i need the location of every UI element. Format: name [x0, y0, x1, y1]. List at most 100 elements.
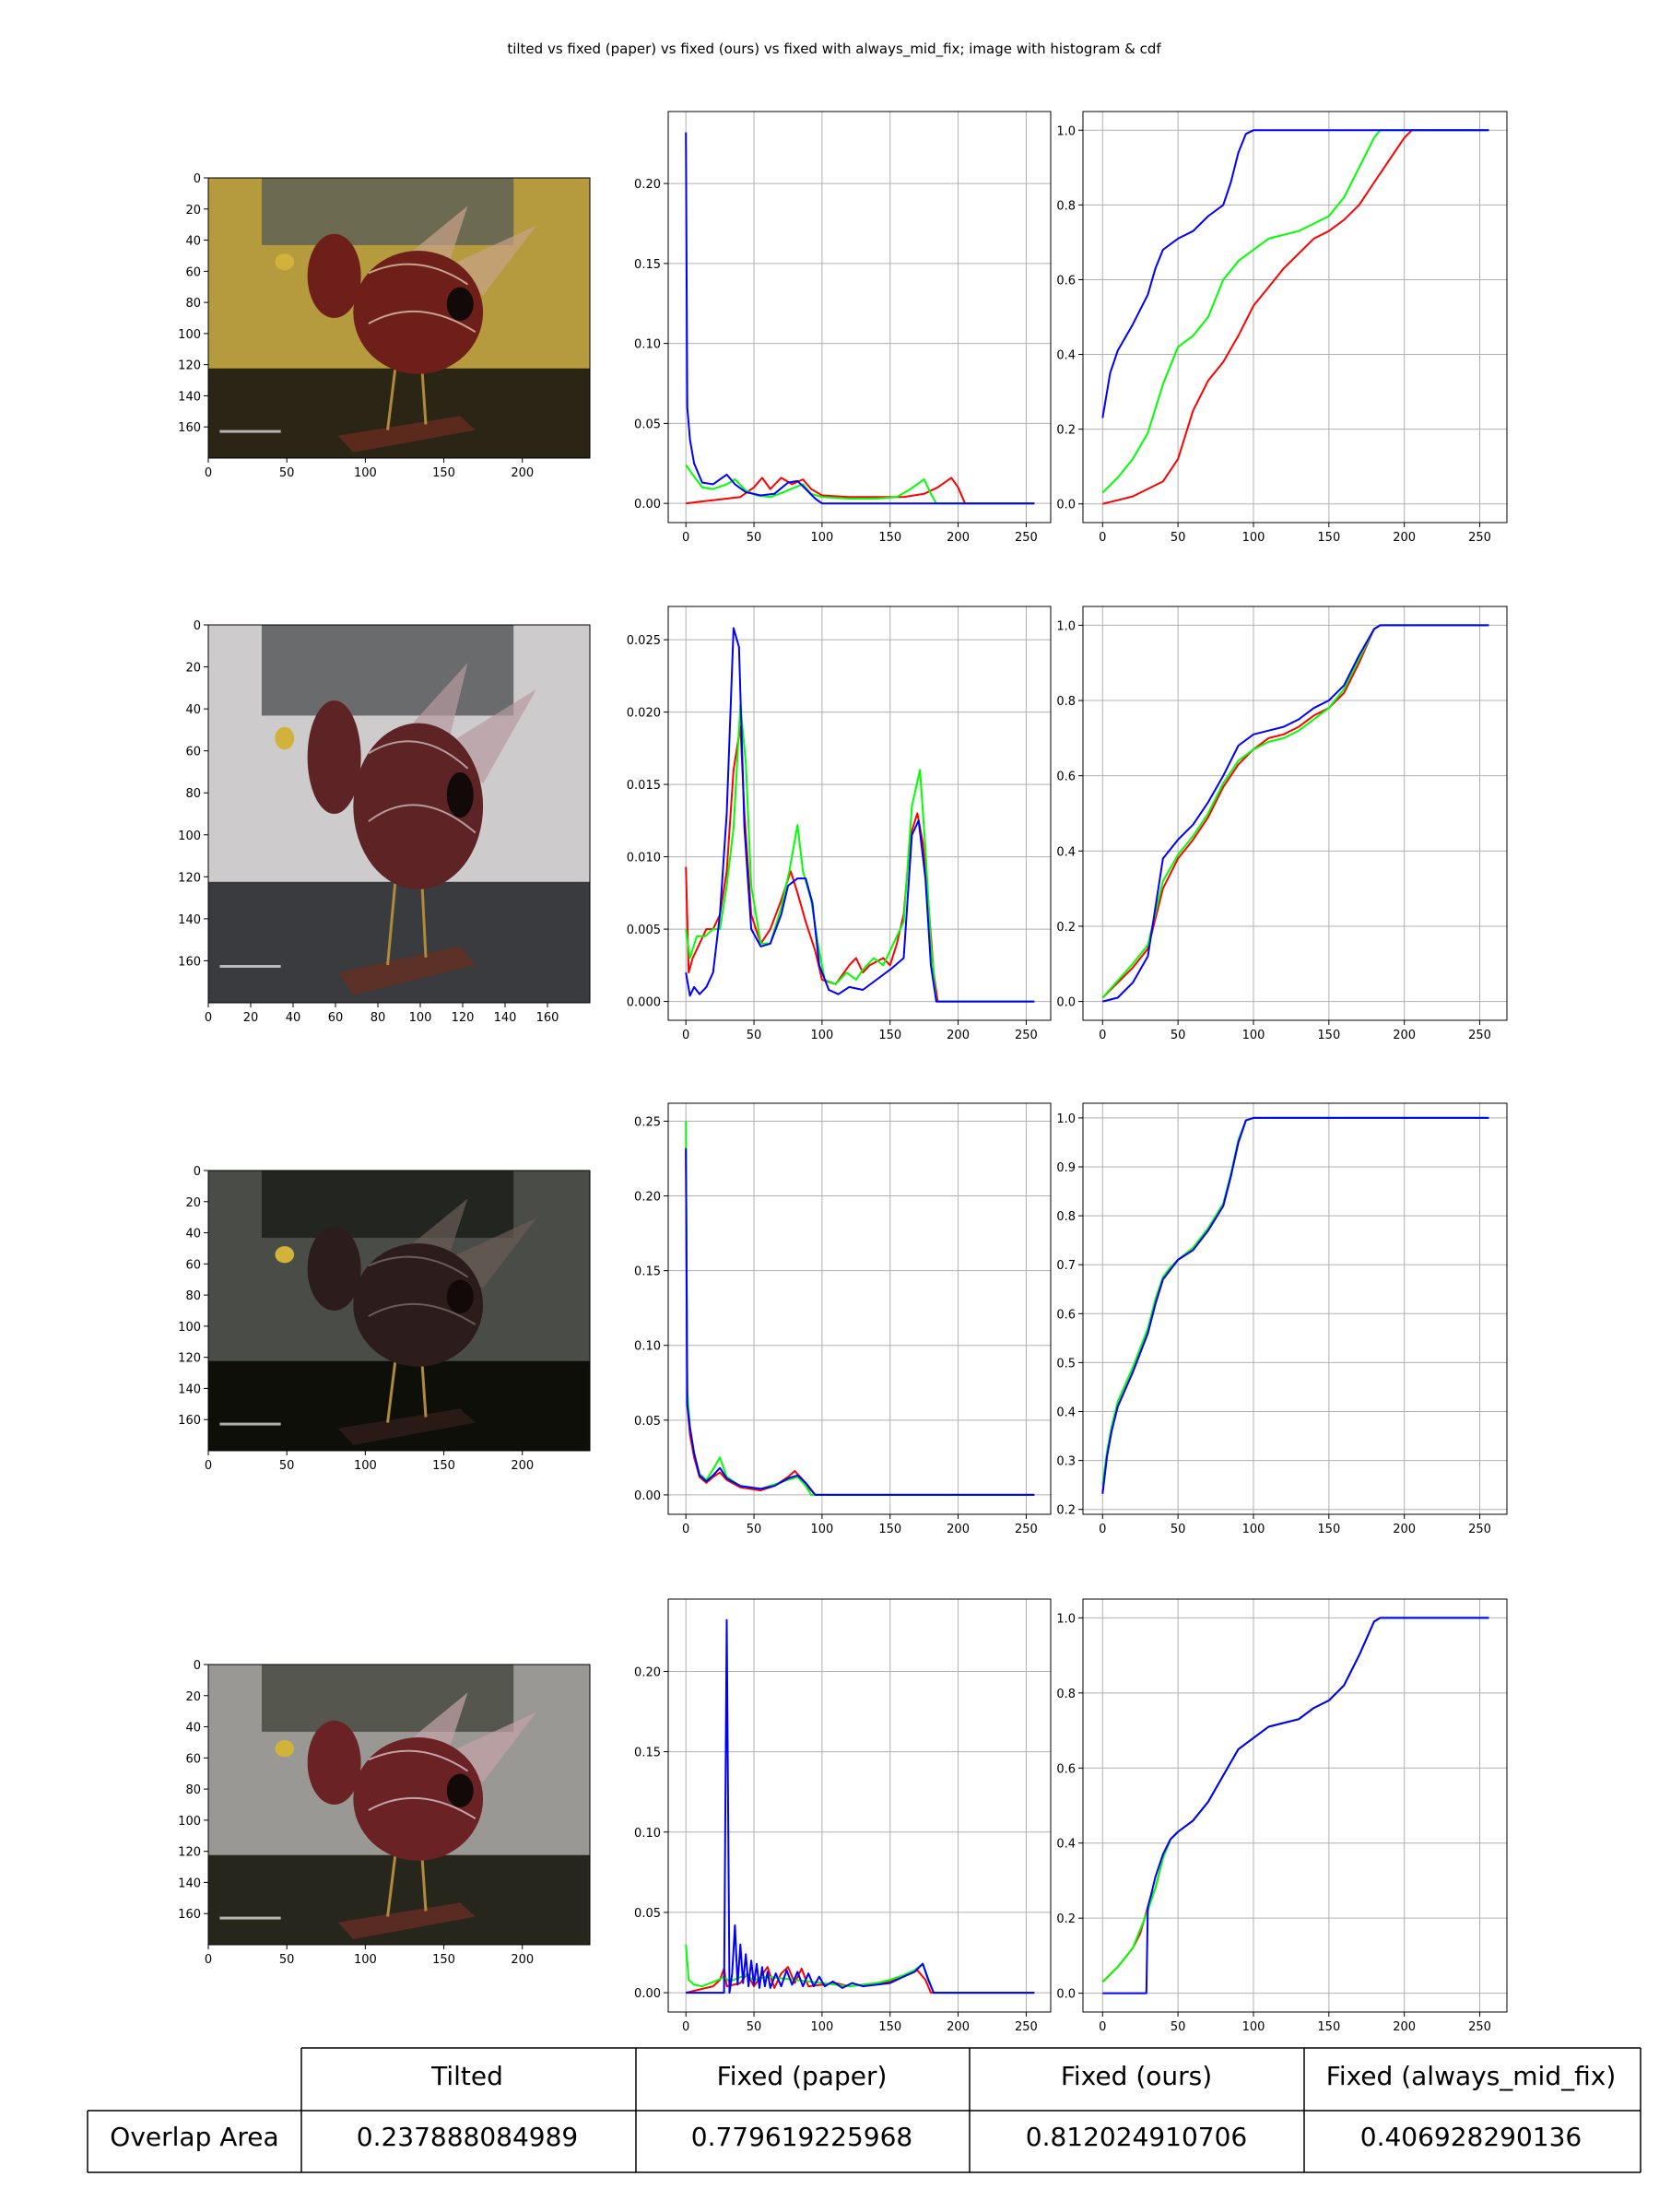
tick-label: 50	[279, 1953, 295, 1967]
tick-label: 100	[354, 466, 377, 480]
tick-label: 120	[178, 1846, 201, 1860]
image-panel-1: 0 50 100 150 200 0 20 40 60 80 100 120 140 160	[178, 172, 591, 480]
series-group	[1101, 1617, 1489, 1994]
tick-label: 200	[1393, 2020, 1416, 2034]
tick-label: 0	[1099, 2020, 1106, 2034]
photo-leg	[386, 1360, 397, 1423]
tick-label: 200	[1393, 1029, 1416, 1042]
tick-label: 50	[747, 2020, 762, 2034]
tick-label: 100	[810, 531, 833, 545]
photo-neck	[307, 1226, 361, 1311]
tick-label: 250	[1015, 2020, 1038, 2034]
tick-label: 0.2	[1056, 1912, 1076, 1926]
photo-hole	[446, 287, 474, 322]
tick-label: 150	[1317, 2020, 1340, 2034]
series-group	[1101, 624, 1489, 1003]
tick-label: 0.005	[627, 924, 661, 937]
image-frame	[207, 1170, 591, 1452]
tick-label: 150	[432, 466, 455, 480]
tick-label: 80	[185, 1783, 201, 1797]
tick-label: 250	[1468, 2020, 1491, 2034]
tick-label: 20	[243, 1011, 259, 1025]
series-blue	[1101, 129, 1489, 418]
tick-label: 0.2	[1056, 424, 1076, 438]
tick-label: 0.000	[627, 996, 661, 1010]
photo-neck	[307, 700, 361, 814]
series-blue	[685, 627, 1035, 1003]
photo-label-strip	[219, 1422, 281, 1426]
series-red	[686, 477, 1035, 505]
tick-label: 80	[371, 1011, 386, 1025]
tick-label: 0	[205, 1011, 212, 1025]
series-green	[685, 464, 1035, 505]
table-value-fixed-ours: 0.812024910706	[1026, 2122, 1248, 2152]
image-panel-2: 0 20 40 60 80 100 120 140 160 0 20 40 60 80 100 120 140 1…	[178, 619, 591, 1025]
tick-label: 0.05	[634, 418, 661, 431]
tick-label: 40	[185, 1228, 201, 1241]
tick-label: 0	[682, 1029, 689, 1042]
tick-label: 0.15	[634, 1265, 661, 1279]
tick-label: 0	[682, 531, 689, 545]
tick-label: 0.0	[1056, 499, 1076, 512]
photo-carving	[368, 263, 469, 286]
tick-label: 160	[178, 421, 201, 435]
series-green	[1101, 129, 1489, 494]
photo-eye	[275, 1246, 295, 1264]
photo-neck	[307, 1720, 361, 1805]
table-row-label: Overlap Area	[110, 2122, 278, 2152]
tick-label: 150	[878, 2020, 901, 2034]
tick-label: 80	[185, 297, 201, 311]
tick-label: 0.0	[1056, 996, 1076, 1010]
photo-leg	[386, 368, 397, 430]
tick-label: 120	[178, 1352, 201, 1366]
photo-hole	[446, 771, 474, 818]
photo-floor	[208, 881, 590, 1003]
figure-title: tilted vs fixed (paper) vs fixed (ours) …	[507, 41, 1161, 58]
photo-eye	[275, 253, 295, 271]
series-group	[1101, 129, 1489, 505]
cdf-panel-2: 0 50 100 150 200 250 0.0 0.2 0.4 0.6 0.8 1.0	[1056, 606, 1508, 1042]
tick-label: 200	[947, 531, 970, 545]
photo-carving	[368, 1302, 477, 1326]
plot-frame	[667, 606, 1052, 1021]
tick-label: 200	[511, 466, 534, 480]
cdf-panel-4: 0 50 100 150 200 250 0.0 0.2 0.4 0.6 0.8 1.0	[1056, 1598, 1508, 2034]
photo-stand	[337, 1408, 476, 1445]
series-group	[685, 132, 1035, 505]
tick-label: 140	[178, 1877, 201, 1890]
tick-label: 150	[878, 1523, 901, 1536]
tick-label: 0.10	[634, 1827, 661, 1841]
tick-label: 0.015	[627, 779, 661, 793]
tick-label: 150	[878, 531, 901, 545]
photo-hole	[446, 1773, 474, 1808]
tick-label: 160	[178, 1908, 201, 1922]
photo-floor	[208, 1360, 590, 1451]
tick-label: 100	[810, 2020, 833, 2034]
tick-label: 0.3	[1056, 1455, 1076, 1469]
tick-label: 0.5	[1056, 1357, 1076, 1371]
table-header-fixed-ours: Fixed (ours)	[1061, 2061, 1212, 2091]
tick-label: 100	[1242, 2020, 1265, 2034]
tick-label: 20	[185, 1196, 201, 1210]
photo-panel	[261, 1171, 514, 1238]
photo-eye	[275, 726, 295, 750]
tick-label: 50	[1171, 1523, 1186, 1536]
tick-label: 0.4	[1056, 349, 1076, 363]
image-frame	[207, 1664, 591, 1946]
tick-label: 40	[286, 1011, 301, 1025]
series-blue	[1102, 624, 1489, 1003]
series-group	[685, 1618, 1035, 1994]
photo-label-strip	[219, 429, 281, 433]
tick-label: 160	[536, 1011, 559, 1025]
tick-label: 40	[185, 1722, 201, 1735]
tick-label: 0	[205, 1953, 212, 1967]
photo-carving	[368, 310, 477, 334]
photo-leg	[386, 881, 397, 966]
tick-label: 0.15	[634, 1747, 661, 1760]
overlap-table: Tilted Fixed (paper) Fixed (ours) Fixed …	[87, 2047, 1641, 2173]
tick-label: 60	[185, 1752, 201, 1766]
plot-frame	[1082, 111, 1508, 524]
tick-label: 0.2	[1056, 1504, 1076, 1518]
